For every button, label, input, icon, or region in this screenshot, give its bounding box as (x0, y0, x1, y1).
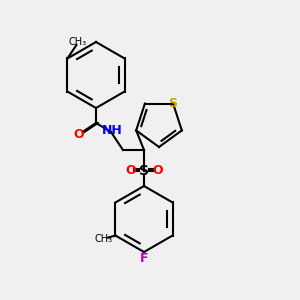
Text: CH₃: CH₃ (69, 37, 87, 47)
Text: S: S (139, 164, 149, 178)
Text: S: S (169, 97, 178, 110)
Text: O: O (125, 164, 136, 178)
Text: O: O (74, 128, 84, 142)
Text: F: F (140, 251, 148, 265)
Text: NH: NH (102, 124, 123, 137)
Text: O: O (152, 164, 163, 178)
Text: CH₃: CH₃ (94, 233, 112, 244)
